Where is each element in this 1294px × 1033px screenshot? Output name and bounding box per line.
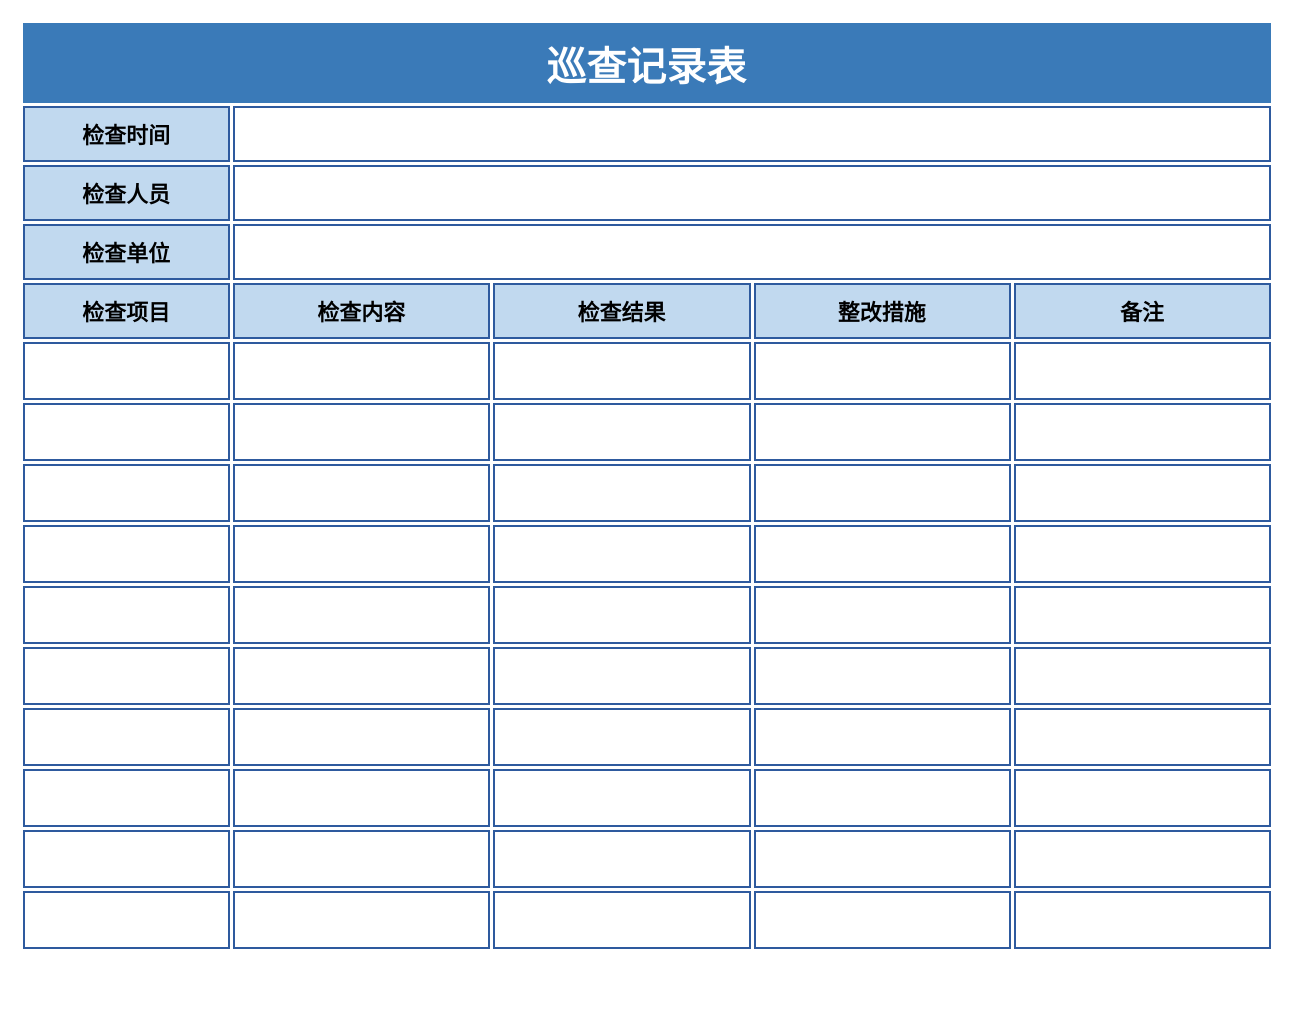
cell-measures[interactable] <box>754 708 1011 766</box>
cell-item[interactable] <box>23 342 230 400</box>
column-header-result: 检查结果 <box>493 283 750 339</box>
cell-result[interactable] <box>493 525 750 583</box>
column-header-remarks: 备注 <box>1014 283 1271 339</box>
cell-item[interactable] <box>23 586 230 644</box>
data-row <box>23 525 1271 583</box>
cell-item[interactable] <box>23 769 230 827</box>
inspector-value[interactable] <box>233 165 1271 221</box>
data-row <box>23 342 1271 400</box>
inspection-time-label: 检查时间 <box>23 106 230 162</box>
cell-remarks[interactable] <box>1014 586 1271 644</box>
meta-row-unit: 检查单位 <box>23 224 1271 280</box>
cell-content[interactable] <box>233 708 490 766</box>
column-header-content: 检查内容 <box>233 283 490 339</box>
cell-result[interactable] <box>493 769 750 827</box>
inspection-record-table: 巡查记录表 检查时间 检查人员 检查单位 检查项目 检查内容 检查结果 整改措施… <box>20 20 1274 952</box>
inspection-record-table-container: 巡查记录表 检查时间 检查人员 检查单位 检查项目 检查内容 检查结果 整改措施… <box>20 20 1274 952</box>
cell-measures[interactable] <box>754 464 1011 522</box>
cell-content[interactable] <box>233 769 490 827</box>
cell-content[interactable] <box>233 891 490 949</box>
cell-remarks[interactable] <box>1014 464 1271 522</box>
cell-item[interactable] <box>23 830 230 888</box>
cell-content[interactable] <box>233 647 490 705</box>
cell-measures[interactable] <box>754 403 1011 461</box>
cell-remarks[interactable] <box>1014 647 1271 705</box>
cell-remarks[interactable] <box>1014 891 1271 949</box>
title-row: 巡查记录表 <box>23 23 1271 103</box>
cell-item[interactable] <box>23 708 230 766</box>
cell-measures[interactable] <box>754 586 1011 644</box>
meta-row-time: 检查时间 <box>23 106 1271 162</box>
meta-row-inspector: 检查人员 <box>23 165 1271 221</box>
cell-remarks[interactable] <box>1014 342 1271 400</box>
column-header-item: 检查项目 <box>23 283 230 339</box>
cell-remarks[interactable] <box>1014 708 1271 766</box>
cell-remarks[interactable] <box>1014 830 1271 888</box>
cell-remarks[interactable] <box>1014 769 1271 827</box>
cell-content[interactable] <box>233 830 490 888</box>
data-row <box>23 830 1271 888</box>
data-row <box>23 647 1271 705</box>
cell-measures[interactable] <box>754 342 1011 400</box>
column-header-row: 检查项目 检查内容 检查结果 整改措施 备注 <box>23 283 1271 339</box>
cell-measures[interactable] <box>754 891 1011 949</box>
cell-result[interactable] <box>493 342 750 400</box>
cell-content[interactable] <box>233 342 490 400</box>
cell-measures[interactable] <box>754 647 1011 705</box>
data-row <box>23 464 1271 522</box>
data-row <box>23 586 1271 644</box>
cell-item[interactable] <box>23 464 230 522</box>
cell-content[interactable] <box>233 525 490 583</box>
inspection-unit-label: 检查单位 <box>23 224 230 280</box>
inspector-label: 检查人员 <box>23 165 230 221</box>
cell-item[interactable] <box>23 647 230 705</box>
cell-result[interactable] <box>493 586 750 644</box>
cell-result[interactable] <box>493 647 750 705</box>
cell-item[interactable] <box>23 891 230 949</box>
cell-content[interactable] <box>233 464 490 522</box>
cell-measures[interactable] <box>754 830 1011 888</box>
cell-result[interactable] <box>493 891 750 949</box>
cell-item[interactable] <box>23 403 230 461</box>
cell-remarks[interactable] <box>1014 525 1271 583</box>
cell-remarks[interactable] <box>1014 403 1271 461</box>
cell-item[interactable] <box>23 525 230 583</box>
cell-measures[interactable] <box>754 769 1011 827</box>
cell-content[interactable] <box>233 586 490 644</box>
data-row <box>23 403 1271 461</box>
inspection-time-value[interactable] <box>233 106 1271 162</box>
table-title: 巡查记录表 <box>23 23 1271 103</box>
data-row <box>23 891 1271 949</box>
data-row <box>23 769 1271 827</box>
data-row <box>23 708 1271 766</box>
cell-measures[interactable] <box>754 525 1011 583</box>
inspection-unit-value[interactable] <box>233 224 1271 280</box>
column-header-measures: 整改措施 <box>754 283 1011 339</box>
cell-result[interactable] <box>493 708 750 766</box>
cell-content[interactable] <box>233 403 490 461</box>
cell-result[interactable] <box>493 403 750 461</box>
cell-result[interactable] <box>493 830 750 888</box>
cell-result[interactable] <box>493 464 750 522</box>
